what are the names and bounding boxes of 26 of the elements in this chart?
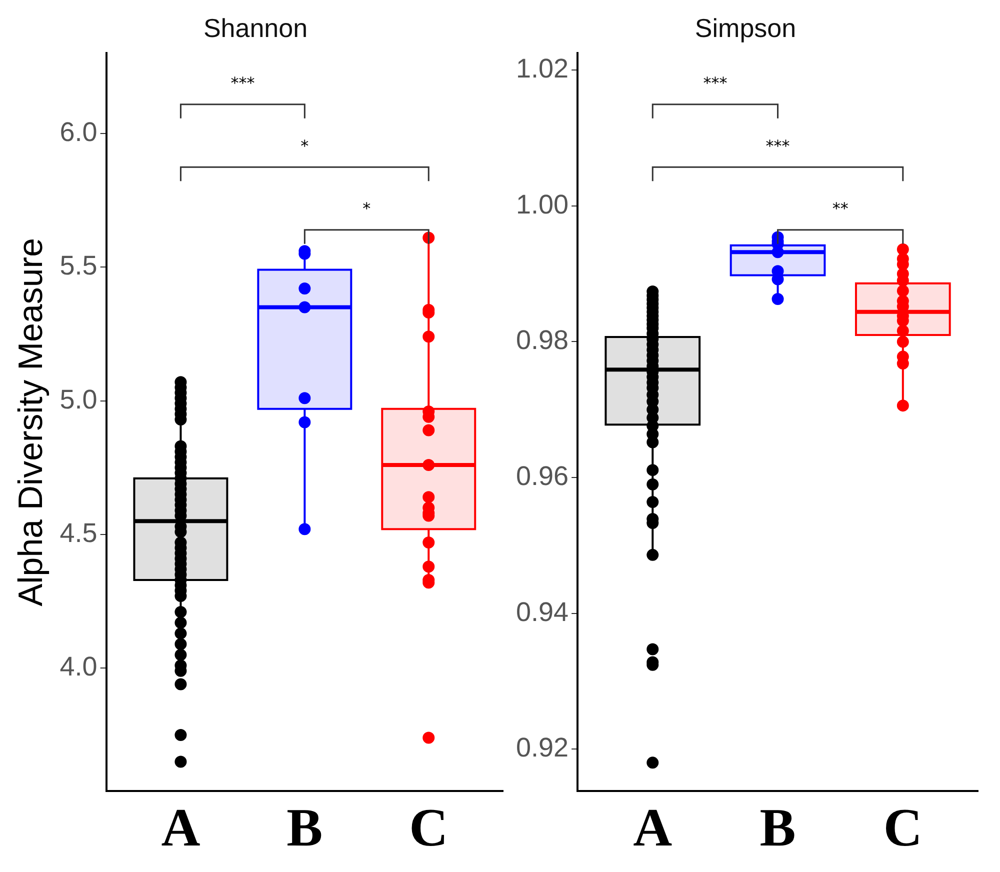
annotation: *** xyxy=(766,136,790,156)
x-tick-label: C xyxy=(883,798,922,858)
y-tick-label: 5.5 xyxy=(60,250,98,281)
y-tick-label: 1.02 xyxy=(516,54,569,84)
y-tick-label: 0.92 xyxy=(516,732,569,763)
x-tick-label: A xyxy=(161,798,200,858)
y-tick-label: 5.0 xyxy=(60,384,98,414)
y-tick-label: 1.00 xyxy=(516,189,569,220)
x-tick-label: A xyxy=(633,798,672,858)
y-tick-label: 0.98 xyxy=(516,325,569,356)
annotation: *** xyxy=(230,74,255,93)
x-tick-label: B xyxy=(286,798,323,858)
chart-title: Simpson xyxy=(694,12,796,43)
annotation: *** xyxy=(703,74,728,93)
y-axis-title: Alpha Diversity Measure xyxy=(12,238,50,606)
y-tick-label: 4.5 xyxy=(60,518,98,548)
y-tick-label: 4.0 xyxy=(60,652,98,682)
annotation: * xyxy=(362,199,371,218)
annotation: * xyxy=(300,136,309,156)
x-tick-label: C xyxy=(409,798,448,858)
y-tick-label: 6.0 xyxy=(60,116,98,147)
y-tick-label: 0.96 xyxy=(516,460,569,491)
x-tick-label: B xyxy=(760,798,796,858)
chart-title: Shannon xyxy=(203,12,308,43)
y-tick-label: 0.94 xyxy=(516,596,569,627)
annotation: ** xyxy=(832,199,848,218)
